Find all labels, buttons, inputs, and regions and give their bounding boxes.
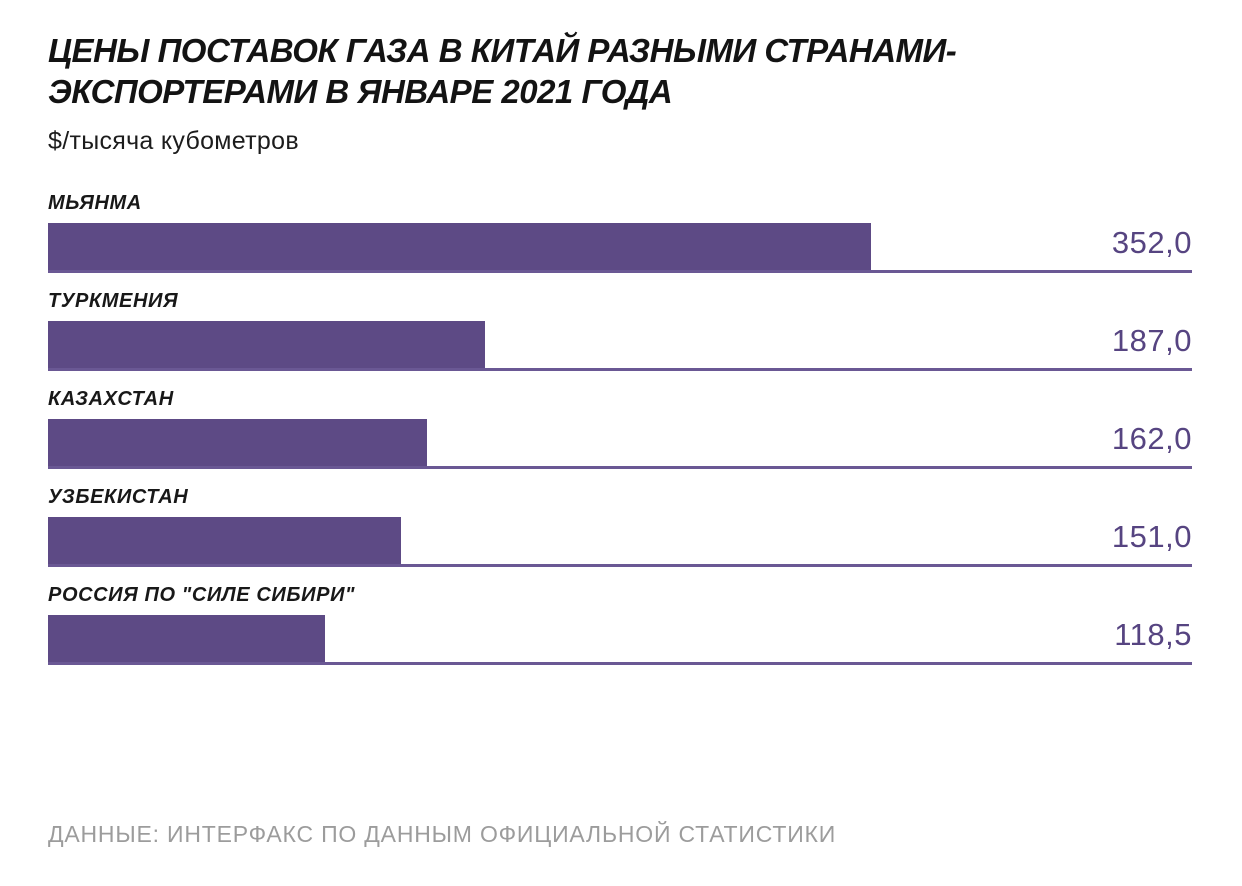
bar-rows: МЬЯНМА 352,0 ТУРКМЕНИЯ 187,0 КАЗАХСТАН 1… <box>48 192 1192 665</box>
bar-track: 151,0 <box>48 516 1192 567</box>
bar-category-label: УЗБЕКИСТАН <box>48 485 189 508</box>
chart-unit-label: $/тысяча кубометров <box>48 126 299 155</box>
bar <box>48 418 427 466</box>
bar <box>48 222 872 270</box>
bar-category-label: КАЗАХСТАН <box>48 387 174 410</box>
bar-value: 151,0 <box>1111 518 1192 554</box>
chart-title: ЦЕНЫ ПОСТАВОК ГАЗА В КИТАЙ РАЗНЫМИ СТРАН… <box>48 32 957 111</box>
bar-category-label: РОССИЯ ПО "СИЛЕ СИБИРИ" <box>48 583 356 606</box>
bar-row: ТУРКМЕНИЯ 187,0 <box>48 290 1192 371</box>
bar-row: УЗБЕКИСТАН 151,0 <box>48 486 1192 567</box>
bar-track: 162,0 <box>48 418 1192 469</box>
bar <box>48 614 326 662</box>
bar-value: 118,5 <box>1114 616 1192 652</box>
bar-track: 118,5 <box>48 614 1192 665</box>
bar-track: 352,0 <box>48 222 1192 273</box>
bar-category-label: МЬЯНМА <box>48 191 142 214</box>
bar-value: 352,0 <box>1111 224 1192 260</box>
bar-row: КАЗАХСТАН 162,0 <box>48 388 1192 469</box>
bar-track: 187,0 <box>48 320 1192 371</box>
bar-category-label: ТУРКМЕНИЯ <box>48 289 179 312</box>
data-source-note: ДАННЫЕ: ИНТЕРФАКС ПО ДАННЫМ ОФИЦИАЛЬНОЙ … <box>48 821 837 847</box>
bar-value: 162,0 <box>1111 420 1192 456</box>
bar <box>48 516 402 564</box>
bar-row: МЬЯНМА 352,0 <box>48 192 1192 273</box>
bar-row: РОССИЯ ПО "СИЛЕ СИБИРИ" 118,5 <box>48 584 1192 665</box>
bar-value: 187,0 <box>1111 322 1192 358</box>
bar <box>48 320 486 368</box>
